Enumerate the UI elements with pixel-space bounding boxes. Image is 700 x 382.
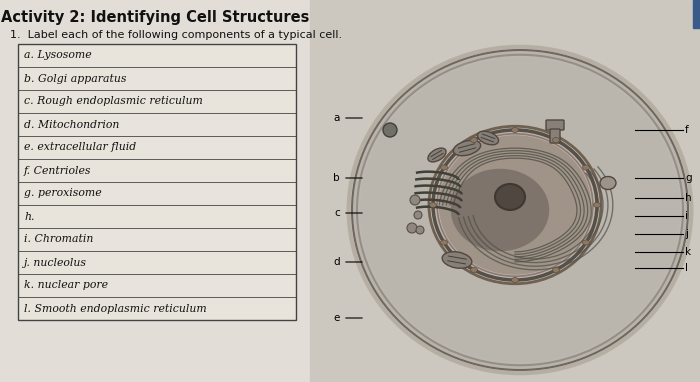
Text: h.: h. [24,212,34,222]
Ellipse shape [414,211,422,219]
FancyBboxPatch shape [550,129,560,143]
Text: a: a [334,113,340,123]
Ellipse shape [512,128,519,133]
Text: i: i [685,211,688,221]
Ellipse shape [552,138,559,142]
Ellipse shape [352,50,688,370]
Ellipse shape [416,226,424,234]
Bar [310,0,700,382]
Ellipse shape [477,131,498,145]
Ellipse shape [454,140,481,156]
Text: a. Lysosome: a. Lysosome [24,50,92,60]
Ellipse shape [442,252,472,268]
Text: j. nucleolus: j. nucleolus [24,257,87,267]
Ellipse shape [407,223,417,233]
Text: c: c [335,208,340,218]
Text: f. Centrioles: f. Centrioles [24,165,92,175]
Text: b. Golgi apparatus: b. Golgi apparatus [24,73,127,84]
Text: k: k [685,247,691,257]
Ellipse shape [495,184,525,210]
Ellipse shape [594,202,601,207]
Text: b: b [333,173,340,183]
Ellipse shape [440,240,447,245]
Text: l: l [685,263,688,273]
Ellipse shape [470,138,477,142]
Text: 1.  Label each of the following components of a typical cell.: 1. Label each of the following component… [10,30,342,40]
Ellipse shape [512,277,519,283]
Text: g: g [685,173,692,183]
Ellipse shape [600,176,616,189]
Text: c. Rough endoplasmic reticulum: c. Rough endoplasmic reticulum [24,97,203,107]
Ellipse shape [428,148,446,162]
Text: d: d [333,257,340,267]
Ellipse shape [357,55,683,365]
Ellipse shape [440,165,447,170]
FancyBboxPatch shape [546,120,564,130]
Ellipse shape [430,202,437,207]
Ellipse shape [552,267,559,272]
Bar [18,44,296,320]
Bar [693,0,700,28]
Text: f: f [685,125,689,135]
Ellipse shape [470,267,477,272]
Ellipse shape [451,169,550,251]
Text: l. Smooth endoplasmic reticulum: l. Smooth endoplasmic reticulum [24,304,207,314]
Ellipse shape [582,240,589,245]
Text: i. Chromatin: i. Chromatin [24,235,93,244]
Text: k. nuclear pore: k. nuclear pore [24,280,108,290]
Text: h: h [685,193,692,203]
Ellipse shape [383,123,397,137]
Ellipse shape [360,58,680,362]
Text: j: j [685,229,688,239]
Text: d. Mitochondrion: d. Mitochondrion [24,120,120,129]
Ellipse shape [410,195,420,205]
Text: g. peroxisome: g. peroxisome [24,188,101,199]
Text: e: e [334,313,340,323]
Ellipse shape [582,165,589,170]
Ellipse shape [439,135,592,275]
Text: Activity 2: Identifying Cell Structures: Activity 2: Identifying Cell Structures [1,10,309,25]
Text: e. extracellular fluid: e. extracellular fluid [24,142,136,152]
Ellipse shape [377,74,663,346]
